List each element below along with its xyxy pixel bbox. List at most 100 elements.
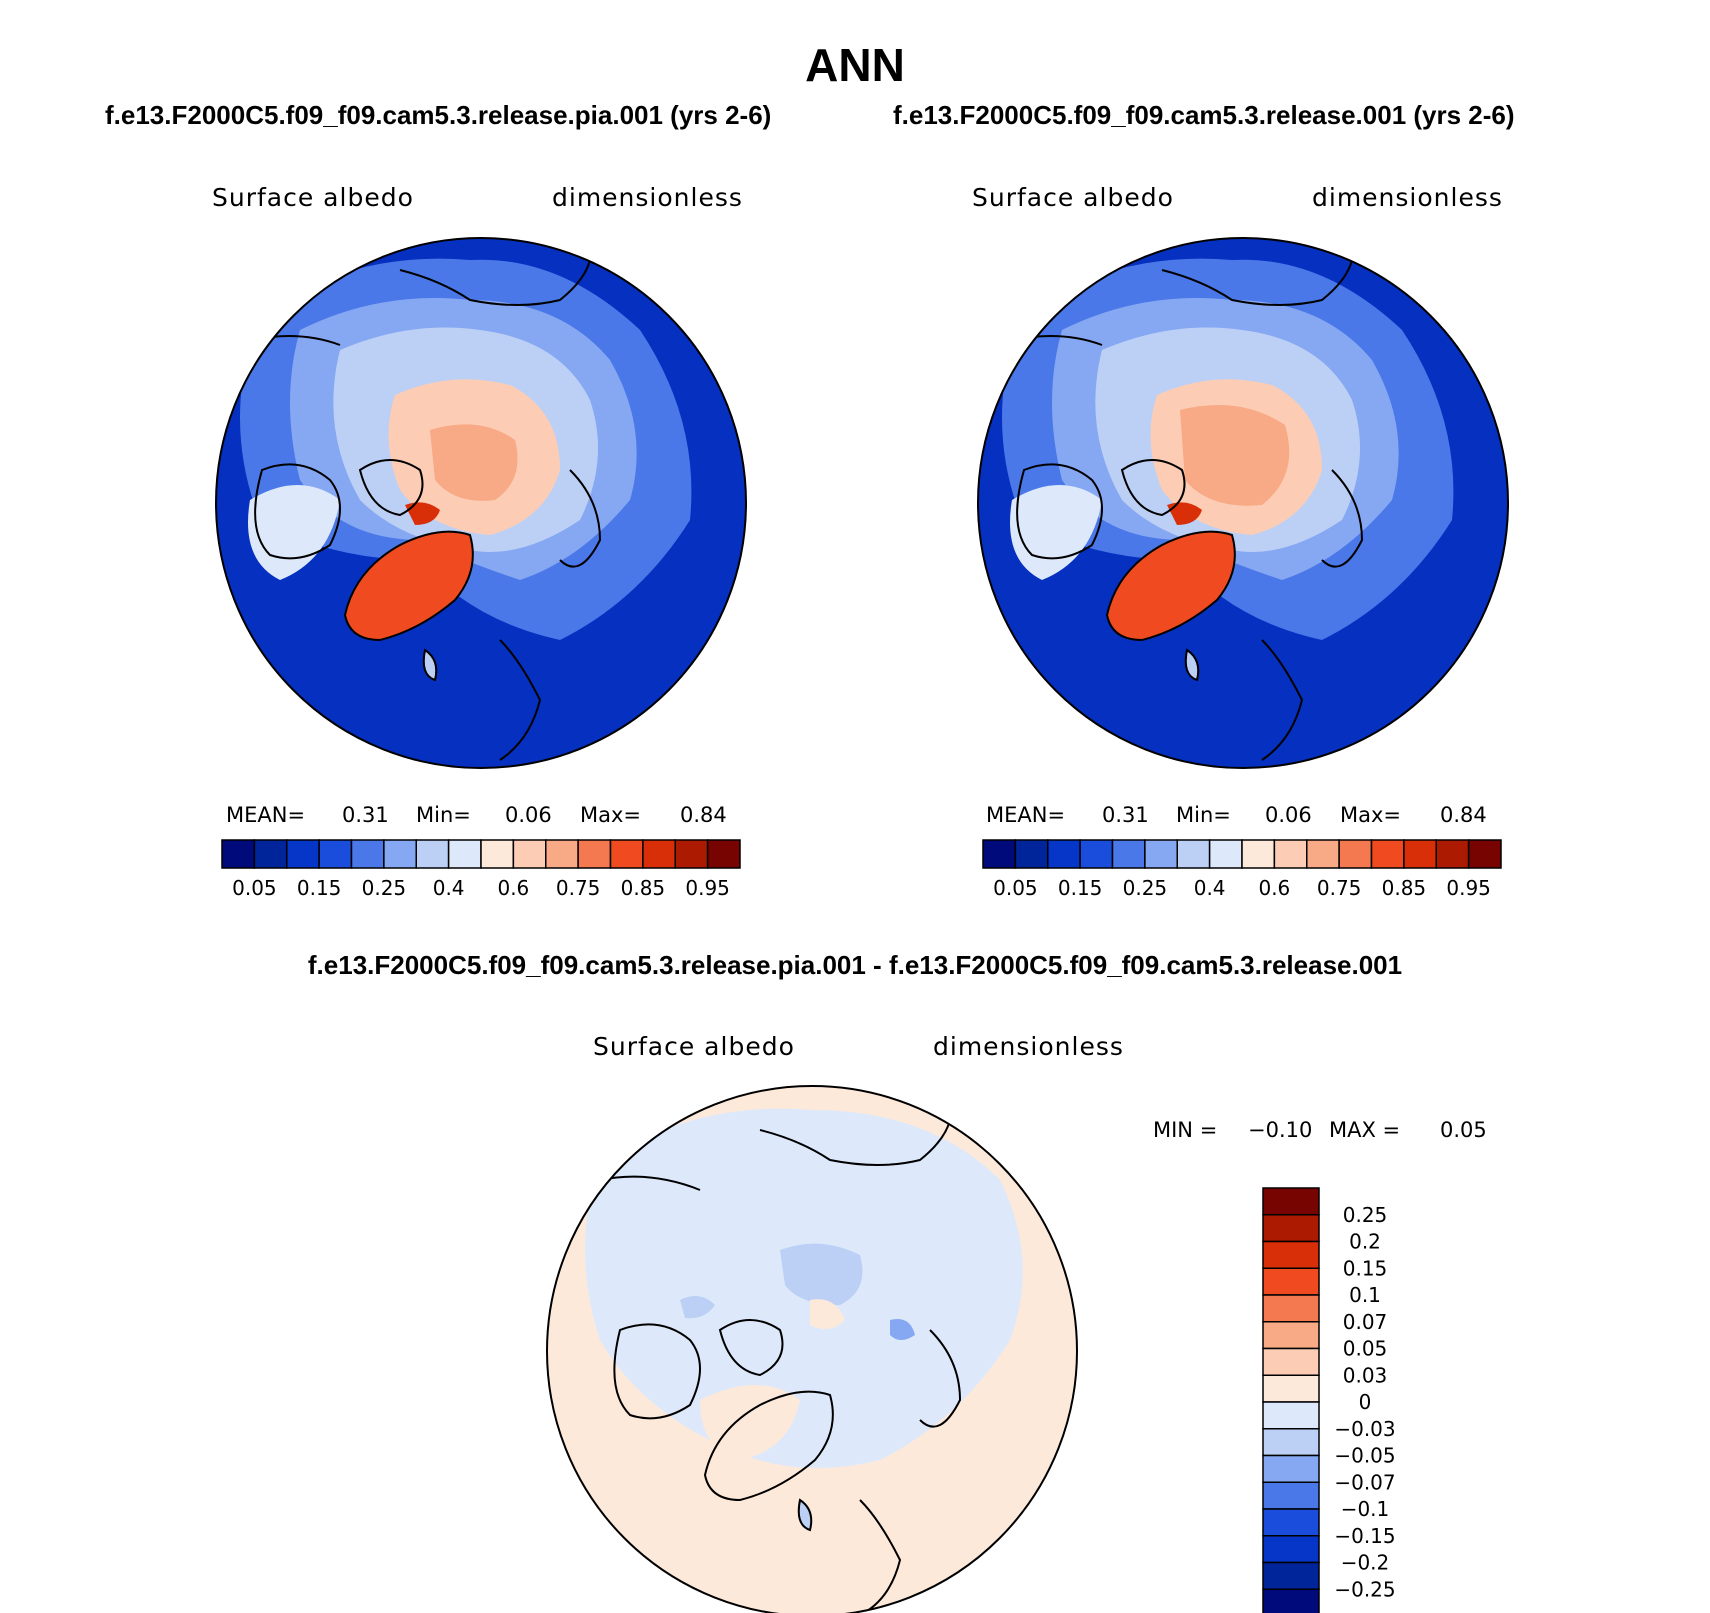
colorbar-right-swatch	[1111, 839, 1146, 869]
colorbar-right-tick-label: 0.85	[1382, 876, 1427, 900]
colorbar-left-swatch	[577, 839, 612, 869]
colorbar-left-swatch	[286, 839, 320, 869]
colorbar-left-swatch	[447, 839, 482, 869]
panel-left-min-label: Min=	[416, 803, 471, 827]
colorbar-right-swatch	[1467, 839, 1502, 869]
panel-left-case-title: f.e13.F2000C5.f09_f09.cam5.3.release.pia…	[105, 100, 772, 130]
colorbar-difference-tick-label: −0.1	[1341, 1497, 1390, 1521]
colorbar-right-swatch	[1208, 839, 1243, 869]
colorbar-right-tick-label: 0.4	[1194, 876, 1226, 900]
colorbar-left-swatch	[706, 839, 741, 869]
panel-right-min-label: Min=	[1176, 803, 1231, 827]
panel-right-case-title: f.e13.F2000C5.f09_f09.cam5.3.release.001…	[893, 100, 1515, 130]
colorbar-right-swatch	[982, 839, 1017, 869]
colorbar-right-tick-label: 0.25	[1123, 876, 1168, 900]
colorbar-difference-tick-label: 0.2	[1349, 1230, 1381, 1254]
colorbar-difference-swatch	[1262, 1588, 1320, 1613]
colorbar-right-swatch	[1144, 839, 1178, 869]
panel-right-min-value: 0.06	[1265, 803, 1312, 827]
colorbar-difference-tick-label: −0.2	[1341, 1551, 1390, 1575]
colorbar-right-swatch	[1014, 839, 1049, 869]
colorbar-left-swatch	[642, 839, 676, 869]
diff-variable-label: Surface albedo	[593, 1032, 795, 1061]
colorbar-left: 0.05 0.15 0.25 0.4 0.6 0.75 0.85 0.95	[221, 839, 741, 900]
colorbar-difference-swatch	[1262, 1267, 1320, 1296]
map-panel-right	[977, 237, 1509, 769]
colorbar-left-swatch	[318, 839, 353, 869]
colorbar-right-tick-label: 0.15	[1058, 876, 1103, 900]
colorbar-difference-swatch	[1262, 1481, 1320, 1510]
panel-right-variable-label: Surface albedo	[972, 183, 1174, 212]
colorbar-difference-swatch	[1262, 1347, 1320, 1376]
map-panel-difference	[546, 1085, 1078, 1613]
colorbar-difference-swatch	[1262, 1561, 1320, 1590]
colorbar-right-swatch	[1047, 839, 1081, 869]
colorbar-difference-tick-label: −0.25	[1334, 1577, 1395, 1601]
colorbar-difference-tick-label: 0.1	[1349, 1283, 1381, 1307]
colorbar-difference-swatch	[1262, 1321, 1320, 1350]
colorbar-difference-tick-label: −0.07	[1334, 1470, 1395, 1494]
colorbar-difference-swatch	[1262, 1535, 1320, 1564]
colorbar-left-tick-label: 0.05	[232, 876, 277, 900]
diff-min-label: MIN =	[1153, 1118, 1218, 1142]
colorbar-left-tick-label: 0.75	[556, 876, 601, 900]
colorbar-left-swatch	[609, 839, 644, 869]
panel-right-mean-value: 0.31	[1102, 803, 1149, 827]
colorbar-right-swatch	[1176, 839, 1211, 869]
panel-left-mean-value: 0.31	[342, 803, 389, 827]
diff-max-value: 0.05	[1440, 1118, 1487, 1142]
colorbar-right-swatch	[1273, 839, 1308, 869]
colorbar-difference-swatch	[1262, 1240, 1320, 1269]
colorbar-left-swatch	[383, 839, 417, 869]
colorbar-left-tick-label: 0.15	[297, 876, 342, 900]
colorbar-left-swatch	[415, 839, 450, 869]
colorbar-left-swatch	[674, 839, 709, 869]
diff-max-label: MAX =	[1329, 1118, 1401, 1142]
colorbar-difference-swatch	[1262, 1454, 1320, 1483]
diff-min-value: −0.10	[1248, 1118, 1313, 1142]
colorbar-difference-tick-label: −0.03	[1334, 1417, 1395, 1441]
colorbar-difference-tick-label: 0.03	[1343, 1363, 1388, 1387]
colorbar-right-swatch	[1403, 839, 1437, 869]
colorbar-left-swatch	[480, 839, 515, 869]
colorbar-difference: 0.250.20.150.10.070.050.030−0.03−0.05−0.…	[1262, 1187, 1396, 1613]
figure-title: ANN	[805, 39, 905, 91]
colorbar-left-swatch	[221, 839, 256, 869]
colorbar-left-tick-label: 0.25	[362, 876, 407, 900]
colorbar-difference-swatch	[1262, 1214, 1320, 1243]
colorbar-difference-tick-label: −0.05	[1334, 1444, 1395, 1468]
colorbar-right-tick-label: 0.6	[1258, 876, 1290, 900]
panel-left-max-value: 0.84	[680, 803, 727, 827]
colorbar-right-tick-label: 0.05	[993, 876, 1038, 900]
colorbar-right-swatch	[1079, 839, 1114, 869]
colorbar-difference-swatch	[1262, 1428, 1320, 1457]
colorbar-right-swatch	[1306, 839, 1340, 869]
colorbar-left-swatch	[350, 839, 385, 869]
colorbar-left-tick-label: 0.4	[433, 876, 465, 900]
panel-right-max-value: 0.84	[1440, 803, 1487, 827]
colorbar-difference-swatch	[1262, 1187, 1320, 1216]
panel-left-variable-label: Surface albedo	[212, 183, 414, 212]
colorbar-right-swatch	[1435, 839, 1470, 869]
map-panel-left	[215, 237, 747, 769]
colorbar-difference-swatch	[1262, 1508, 1320, 1537]
colorbar-right-swatch	[1241, 839, 1276, 869]
colorbar-difference-tick-label: 0.15	[1343, 1256, 1388, 1280]
colorbar-right: 0.05 0.15 0.25 0.4 0.6 0.75 0.85 0.95	[982, 839, 1502, 900]
panel-left-mean-label: MEAN=	[226, 803, 306, 827]
panel-left-min-value: 0.06	[505, 803, 552, 827]
panel-right-mean-label: MEAN=	[986, 803, 1066, 827]
panel-right-units-label: dimensionless	[1312, 183, 1503, 212]
colorbar-left-tick-label: 0.85	[621, 876, 666, 900]
colorbar-difference-tick-label: −0.15	[1334, 1524, 1395, 1548]
colorbar-difference-tick-label: 0	[1359, 1390, 1372, 1414]
panel-right-max-label: Max=	[1340, 803, 1402, 827]
colorbar-difference-tick-label: 0.07	[1343, 1310, 1388, 1334]
panel-left-max-label: Max=	[580, 803, 642, 827]
colorbar-right-swatch	[1370, 839, 1405, 869]
colorbar-left-swatch	[253, 839, 288, 869]
colorbar-right-tick-label: 0.75	[1317, 876, 1362, 900]
colorbar-left-tick-label: 0.95	[685, 876, 730, 900]
colorbar-left-swatch	[545, 839, 579, 869]
